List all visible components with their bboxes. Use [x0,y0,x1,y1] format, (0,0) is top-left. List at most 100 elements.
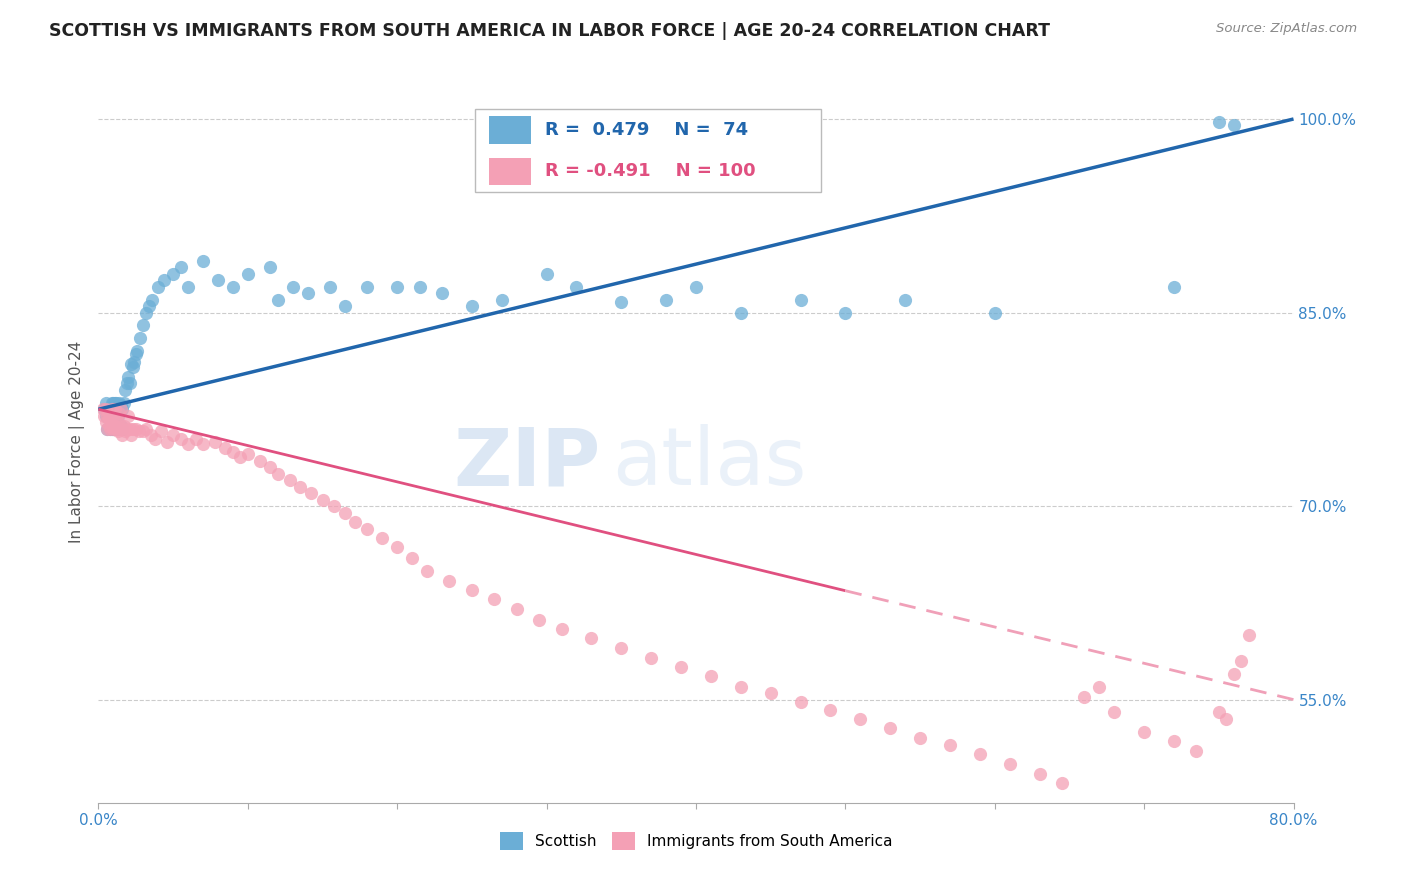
Point [998,757,1021,772]
FancyBboxPatch shape [475,109,821,193]
Point [128,424,150,438]
Point [132,424,155,438]
Point [117,409,139,423]
Point [107,402,129,417]
Point [408,279,430,293]
Point [110,402,132,417]
Point [259,260,281,275]
Point [135,422,157,436]
Point [1208,114,1230,128]
Point [107,415,129,429]
Point [135,305,157,319]
Point [984,305,1007,319]
Point [385,279,409,293]
Point [184,432,207,446]
Point [112,419,135,434]
Point [1050,776,1073,790]
Text: R =  0.479    N =  74: R = 0.479 N = 74 [546,121,748,139]
Point [120,357,142,371]
Text: R = -0.491    N = 100: R = -0.491 N = 100 [546,162,756,180]
Point [1237,628,1260,642]
Point [94,415,117,429]
Point [103,422,125,436]
Point [98,422,122,436]
Point [112,396,135,410]
Point [132,318,155,333]
Point [969,747,991,761]
Point [214,441,236,455]
Point [93,402,115,417]
Point [162,428,184,442]
Point [129,331,152,345]
Point [267,293,290,307]
Point [730,680,752,694]
Point [610,295,633,310]
Point [461,582,484,597]
Point [506,602,529,616]
Point [191,254,214,268]
Point [98,409,122,423]
Point [311,492,333,507]
Point [655,293,678,307]
Point [118,376,141,391]
Point [97,411,120,425]
Point [138,299,160,313]
Point [177,279,200,293]
Point [879,721,901,735]
Point [111,422,134,436]
Point [162,267,184,281]
Point [107,409,129,423]
Point [730,305,752,319]
Point [105,422,128,436]
Point [125,422,148,436]
Point [207,273,229,287]
Point [236,447,259,461]
Point [1208,706,1230,720]
Point [1185,744,1208,758]
Point [110,419,132,434]
Point [156,434,179,449]
Point [127,344,149,359]
Point [93,409,115,423]
Point [94,396,117,410]
Point [536,267,558,281]
Point [141,293,163,307]
Point [356,279,378,293]
Point [103,409,125,423]
Point [288,480,311,494]
Point [319,279,342,293]
Point [939,738,962,752]
Point [297,286,319,301]
Point [461,299,484,313]
Point [143,432,166,446]
Point [94,402,117,417]
Legend: Scottish, Immigrants from South America: Scottish, Immigrants from South America [494,826,898,856]
Point [789,293,811,307]
Point [110,419,132,434]
Point [1028,767,1050,781]
Point [191,437,214,451]
Point [169,260,191,275]
Point [550,622,572,636]
Point [105,411,128,425]
Point [565,279,588,293]
Point [107,424,129,438]
Point [97,419,120,434]
Point [1088,680,1111,694]
Point [111,402,134,417]
Point [108,422,131,436]
Point [416,564,439,578]
Point [484,591,506,606]
Point [101,402,124,417]
Point [115,422,138,436]
Point [105,396,128,410]
Text: atlas: atlas [613,425,807,502]
Point [299,486,322,500]
Point [101,422,124,436]
Point [101,396,124,410]
Point [110,398,132,412]
Point [153,273,176,287]
Point [333,506,356,520]
Point [789,695,811,709]
Point [108,406,131,420]
